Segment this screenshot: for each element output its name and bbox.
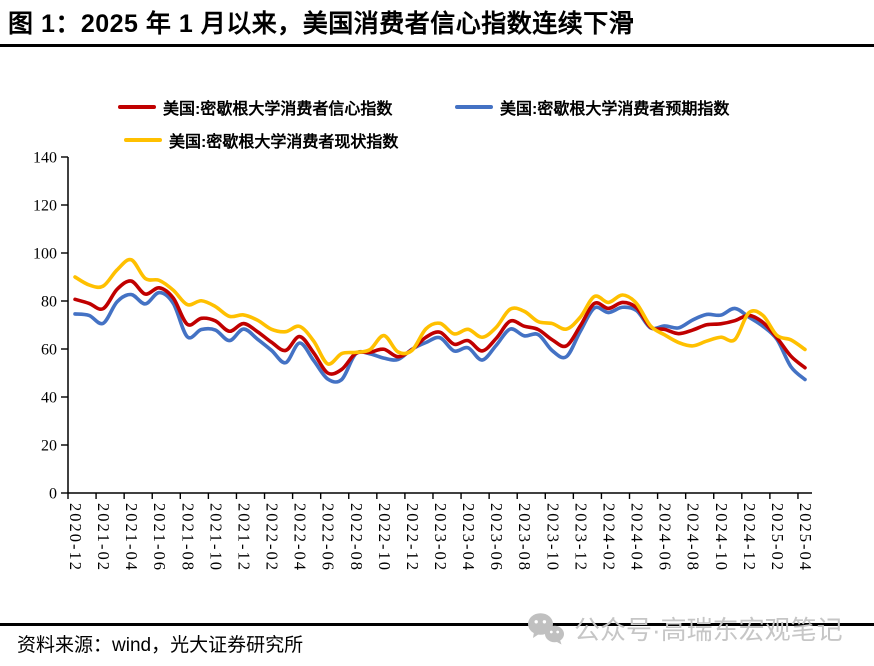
title-underline [0, 44, 874, 47]
y-tick-label: 20 [41, 438, 57, 455]
y-tick-label: 0 [49, 486, 57, 503]
x-tick-label: 2021-10 [206, 503, 225, 572]
x-tick-label: 2023-12 [571, 503, 590, 572]
x-tick-label: 2024-04 [628, 503, 647, 572]
legend-item-sentiment: 美国:密歇根大学消费者信心指数 [118, 96, 392, 118]
x-tick-label: 2022-04 [291, 503, 310, 572]
x-tick-label: 2021-02 [94, 503, 113, 572]
x-tick-label: 2022-10 [375, 503, 394, 572]
series-line-current [73, 257, 807, 366]
legend-item-expectations: 美国:密歇根大学消费者预期指数 [455, 96, 729, 118]
x-tick-label: 2024-08 [684, 503, 703, 572]
x-tick-label: 2022-08 [347, 503, 366, 572]
x-tick-label: 2021-04 [122, 503, 141, 572]
legend-swatch-current [124, 137, 162, 143]
series-line-expectations [73, 290, 807, 384]
x-tick-label: 2023-06 [487, 503, 506, 572]
legend-label-expectations: 美国:密歇根大学消费者预期指数 [500, 101, 730, 118]
x-tick-label: 2022-12 [403, 503, 422, 572]
legend-label-sentiment: 美国:密歇根大学消费者信心指数 [163, 101, 393, 118]
x-tick-label: 2023-02 [431, 503, 450, 572]
x-tick-label: 2024-02 [599, 503, 618, 572]
wechat-icon [528, 613, 564, 645]
x-tick-label: 2021-12 [234, 503, 253, 572]
y-tick-label: 140 [33, 150, 57, 167]
x-tick-label: 2024-06 [656, 503, 675, 572]
legend-item-current: 美国:密歇根大学消费者现状指数 [124, 129, 398, 151]
x-tick-label: 2024-12 [740, 503, 759, 572]
watermark: 公众号·高瑞东宏观笔记 [527, 610, 843, 647]
y-tick-label: 80 [41, 294, 57, 311]
watermark-text: 公众号·高瑞东宏观笔记 [574, 615, 843, 645]
legend-swatch-expectations [455, 104, 493, 110]
x-tick-label: 2024-10 [712, 503, 731, 572]
y-tick-label: 60 [41, 342, 57, 359]
y-tick-label: 40 [41, 390, 57, 407]
x-tick-label: 2021-08 [178, 503, 197, 572]
x-tick-label: 2023-08 [515, 503, 534, 572]
footer-divider [0, 623, 874, 626]
x-tick-label: 2025-04 [796, 503, 815, 572]
x-tick-label: 2023-10 [543, 503, 562, 572]
legend-swatch-sentiment [118, 104, 156, 110]
y-tick-label: 100 [33, 246, 57, 263]
x-tick-label: 2022-06 [319, 503, 338, 572]
x-tick-label: 2021-06 [150, 503, 169, 572]
y-tick-label: 120 [33, 198, 57, 215]
x-tick-label: 2020-12 [66, 503, 85, 572]
legend-label-current: 美国:密歇根大学消费者现状指数 [169, 134, 399, 151]
x-tick-label: 2025-02 [768, 503, 787, 572]
series-line-sentiment [73, 279, 807, 376]
x-tick-label: 2023-04 [459, 503, 478, 572]
x-tick-label: 2022-02 [263, 503, 282, 572]
figure-title: 图 1：2025 年 1 月以来，美国消费者信心指数连续下滑 [8, 10, 635, 38]
source-note: 资料来源：wind，光大证券研究所 [17, 635, 304, 656]
